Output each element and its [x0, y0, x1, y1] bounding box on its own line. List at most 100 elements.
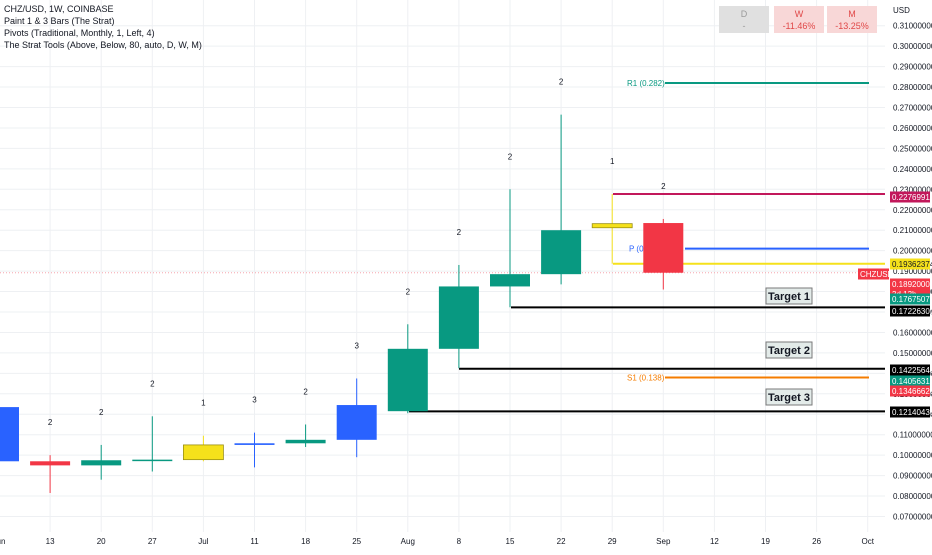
- timeframe-w-name: W: [794, 9, 804, 19]
- strat-label: 2: [303, 387, 308, 396]
- target-3-box: Target 3: [765, 388, 813, 406]
- timeframe-d-value: -: [742, 21, 746, 31]
- candle-body: [234, 443, 275, 445]
- time-tick: 11: [250, 537, 259, 546]
- price-badge-label: 0.22769911: [892, 193, 932, 202]
- price-tick: 0.24000000: [893, 165, 932, 174]
- price-badge-label: CHZUSD: [860, 270, 894, 279]
- time-tick: 12: [710, 537, 719, 546]
- strat-label: 2: [661, 182, 666, 191]
- candle-body: [541, 230, 582, 275]
- strat-label: 2: [48, 418, 53, 427]
- time-tick: 20: [97, 537, 106, 546]
- timeframe-m-box: M -13.25%: [827, 6, 877, 33]
- strat-label: 3: [252, 396, 257, 405]
- time-axis[interactable]: Jun 13 20 27 Jul 11 18 25 Aug 8 15 22 29 Sep 12 19 26 Oct: [0, 537, 875, 546]
- strat-label: 1: [610, 157, 615, 166]
- price-tick: 0.31000000: [893, 22, 932, 31]
- strat-label: 2: [457, 228, 462, 237]
- time-tick: 29: [608, 537, 617, 546]
- grid-layer: [0, 0, 885, 532]
- price-tick: 0.07000000: [893, 513, 932, 522]
- price-axis[interactable]: USD 0.07000000 0.08000000 0.09000000 0.10000…: [858, 6, 932, 522]
- target-2-label: Target 2: [768, 345, 810, 357]
- time-tick: Jul: [198, 537, 208, 546]
- price-tick: 0.15000000: [893, 349, 932, 358]
- price-tick: 0.20000000: [893, 247, 932, 256]
- chart-legend: CHZ/USD, 1W, COINBASE Paint 1 & 3 Bars (…: [4, 3, 202, 51]
- candle-body: [490, 274, 530, 287]
- strat-label: 3: [354, 341, 359, 350]
- price-tick: 0.25000000: [893, 144, 932, 153]
- price-tick: 0.16000000: [893, 328, 932, 337]
- price-tick: 0.09000000: [893, 472, 932, 481]
- price-tick: 0.23000000: [893, 185, 932, 194]
- target-box-bg: [765, 388, 813, 406]
- price-tick: 0.08000000: [893, 492, 932, 501]
- legend-indicator-pivots[interactable]: Pivots (Traditional, Monthly, 1, Left, 4…: [4, 28, 155, 38]
- pivot-label-r1: R1 (0.282): [627, 79, 665, 88]
- price-badge: [890, 305, 930, 317]
- candle-body: [336, 405, 377, 440]
- strat-label: 2: [406, 287, 411, 296]
- candle-body: [591, 223, 633, 229]
- price-badge: [858, 268, 889, 280]
- strat-label: 2: [559, 78, 564, 87]
- candle-body: [132, 459, 173, 462]
- price-badge-label: 0.18920000: [892, 280, 932, 289]
- price-badge-label: 0.14225640: [892, 366, 932, 375]
- time-tick: 15: [506, 537, 515, 546]
- target-3-label: Target 3: [768, 392, 810, 404]
- price-tick: 0.11000000: [893, 431, 932, 440]
- candle-body: [387, 348, 428, 412]
- price-badge: [890, 278, 930, 290]
- target-1-box: Target 1: [765, 287, 813, 305]
- time-tick: Sep: [656, 537, 671, 546]
- legend-indicator-strat-tools[interactable]: The Strat Tools (Above, Below, 80, auto,…: [4, 40, 202, 50]
- strat-label: 1: [201, 399, 206, 408]
- time-tick: 25: [352, 537, 361, 546]
- timeframe-m-name: M: [848, 9, 856, 19]
- strat-label: 2: [508, 152, 513, 161]
- legend-indicator-paint-bars[interactable]: Paint 1 & 3 Bars (The Strat): [4, 16, 115, 26]
- currency-label: USD: [893, 6, 910, 15]
- time-tick: Jun: [0, 537, 5, 546]
- price-badge: [890, 406, 930, 418]
- price-badge-label: 0.19362374: [892, 260, 932, 269]
- price-badge: [890, 191, 930, 203]
- price-badge: [890, 385, 930, 397]
- timeframe-w-box: W -11.46%: [774, 6, 824, 33]
- time-tick: 18: [301, 537, 310, 546]
- candle-body: [0, 407, 19, 462]
- time-tick: 26: [812, 537, 821, 546]
- time-tick: Oct: [861, 537, 874, 546]
- price-badge-label: 0.14056318: [892, 377, 932, 386]
- candle-body: [182, 444, 224, 461]
- price-tick: 0.29000000: [893, 63, 932, 72]
- time-tick: Aug: [401, 537, 415, 546]
- pivot-label-s1: S1 (0.138): [627, 373, 665, 382]
- candle-body: [30, 461, 71, 466]
- time-tick: 19: [761, 537, 770, 546]
- target-2-box: Target 2: [765, 341, 813, 359]
- time-tick: 27: [148, 537, 157, 546]
- strat-label: 2: [99, 408, 104, 417]
- strat-labels-layer: 2 2 2 1 3 2 3 2 2 2 2 1 2: [48, 78, 666, 427]
- candles-layer: [0, 114, 684, 493]
- candle-body: [285, 439, 326, 444]
- price-tick: 0.26000000: [893, 124, 932, 133]
- level-lines-layer: R1 (0.282) P (0. S1 (0.138): [409, 79, 885, 413]
- timeframe-m-value: -13.25%: [835, 21, 869, 31]
- candle-body: [438, 286, 479, 349]
- price-badge-label: 0.17226307: [892, 307, 932, 316]
- price-tick: 0.27000000: [893, 104, 932, 113]
- price-tick: 0.30000000: [893, 42, 932, 51]
- strat-label: 2: [150, 379, 155, 388]
- legend-symbol[interactable]: CHZ/USD, 1W, COINBASE: [4, 4, 114, 14]
- timeframe-d-name: D: [740, 9, 748, 19]
- time-tick: 22: [557, 537, 566, 546]
- target-1-label: Target 1: [768, 291, 810, 303]
- timeframe-w-value: -11.46%: [782, 21, 816, 31]
